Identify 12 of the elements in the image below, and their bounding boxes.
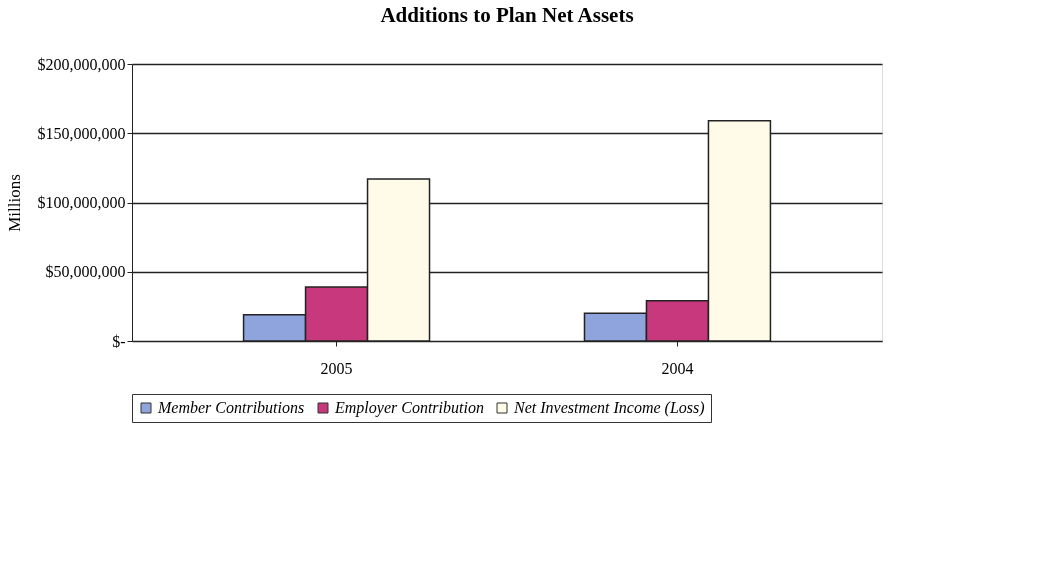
legend-label: Member Contributions (157, 399, 305, 416)
y-tick-label: $200,000,000 (37, 55, 126, 73)
legend-label: Employer Contribution (334, 399, 484, 417)
y-tick-label: $100,000,000 (37, 194, 126, 211)
y-tick-label: $150,000,000 (37, 124, 126, 142)
y-tick-label: $- (112, 332, 126, 350)
x-tick-label: 2005 (320, 359, 353, 377)
x-tick-label: 2004 (661, 359, 694, 377)
legend-label: Net Investment Income (Loss) (513, 399, 705, 417)
chart-title: Additions to Plan Net Assets (380, 3, 634, 27)
y-axis-title: Millions (4, 174, 24, 232)
y-tick-label: $50,000,000 (45, 263, 126, 281)
